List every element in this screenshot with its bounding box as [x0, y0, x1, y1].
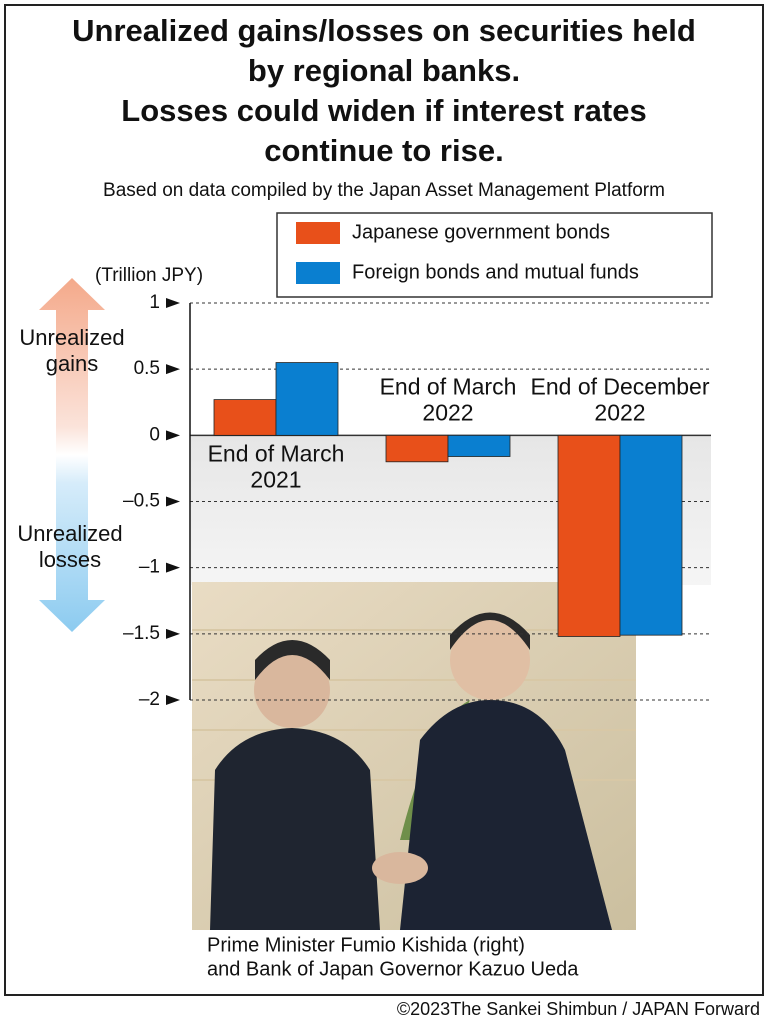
legend-label: Japanese government bonds: [352, 221, 610, 243]
chart-title: Losses could widen if interest rates: [121, 93, 646, 128]
chart-title: Unrealized gains/losses on securities he…: [72, 13, 696, 48]
y-tick-label: –1: [139, 557, 160, 578]
bar: [447, 434, 511, 457]
annotation: Unrealized gains: [19, 325, 124, 376]
caption: Prime Minister Fumio Kishida (right): [207, 934, 525, 956]
tick-arrow: [166, 364, 180, 375]
photo: [192, 582, 636, 930]
tick-arrow: [166, 430, 180, 441]
subtitle: Based on data compiled by the Japan Asse…: [103, 180, 665, 201]
gain-loss-arrow: [39, 278, 105, 632]
y-tick-label: –2: [139, 689, 160, 710]
bar: [557, 434, 621, 637]
y-tick-label: 1: [149, 292, 160, 313]
y-axis-label: (Trillion JPY): [95, 265, 203, 286]
frame: [4, 4, 764, 996]
y-tick-label: 0.5: [134, 358, 160, 379]
tick-arrow: [166, 562, 180, 573]
bar: [619, 434, 683, 636]
source: ©2023The Sankei Shimbun / JAPAN Forward: [397, 999, 760, 1019]
legend-swatch: [296, 222, 340, 244]
chart-title: continue to rise.: [264, 133, 503, 168]
x-tick-label: End of December 2022: [531, 373, 710, 425]
bar: [213, 399, 277, 436]
legend-label: Foreign bonds and mutual funds: [352, 261, 639, 283]
tick-arrow: [166, 628, 180, 639]
legend-swatch: [296, 262, 340, 284]
caption: and Bank of Japan Governor Kazuo Ueda: [207, 958, 579, 980]
y-tick-label: –0.5: [123, 491, 160, 512]
x-tick-label: End of March 2021: [208, 440, 345, 492]
tick-arrow: [166, 298, 180, 308]
bar: [385, 434, 449, 463]
tick-arrow: [166, 695, 180, 705]
bar: [275, 362, 339, 436]
x-tick-label: End of March 2022: [380, 373, 517, 425]
annotation: Unrealized losses: [17, 521, 122, 572]
chart-title: by regional banks.: [248, 53, 520, 88]
y-tick-label: –1.5: [123, 623, 160, 644]
tick-arrow: [166, 496, 180, 507]
y-tick-label: 0: [149, 424, 160, 445]
legend-box: [276, 212, 713, 298]
